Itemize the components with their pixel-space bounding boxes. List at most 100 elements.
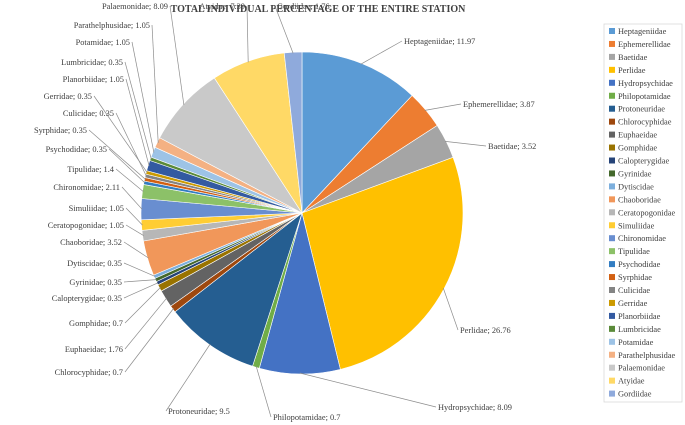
legend-label-tipulidae: Tipulidae <box>618 247 650 256</box>
leader-line-gyrinidae <box>123 279 157 283</box>
legend-swatch-atyidae <box>609 377 615 384</box>
data-label-gomphidae: Gomphidae; 0.7 <box>69 319 123 328</box>
legend-label-ceratopogonidae: Ceratopogonidae <box>618 208 675 217</box>
legend-swatch-chlorocyphidae <box>609 118 615 125</box>
legend-swatch-perlidae <box>609 66 615 73</box>
leader-line-culicidae <box>115 112 147 177</box>
leader-line-philopotamidae <box>255 366 272 418</box>
leader-line-ceratopogonidae <box>125 224 144 236</box>
legend-swatch-ephemerellidae <box>609 40 615 47</box>
legend-swatch-protoneuridae <box>609 105 615 112</box>
legend-swatch-parathelphusidae <box>609 351 615 358</box>
legend-swatch-potamidae <box>609 338 615 345</box>
legend-swatch-gyrinidae <box>609 170 615 177</box>
leader-line-atyidae <box>246 5 249 63</box>
data-label-tipulidae: Tipulidae; 1.4 <box>67 165 115 174</box>
legend-swatch-chironomidae <box>609 235 615 242</box>
data-label-protoneuridae: Protoneuridae; 9.5 <box>168 407 230 416</box>
leader-line-protoneuridae <box>165 343 211 412</box>
data-label-chironomidae: Chironomidae; 2.11 <box>53 183 120 192</box>
legend-label-psychodidae: Psychodidae <box>618 260 661 269</box>
chart-title: TOTAL INDIVIDUAL PERCENTAGE OF THE ENTIR… <box>171 4 466 15</box>
data-labels: Heptageniidae; 11.97 Ephemerellidae; 3.87… <box>34 2 536 422</box>
data-label-culicidae: Culicidae; 0.35 <box>63 109 114 118</box>
legend-label-planorbiidae: Planorbiidae <box>618 312 661 321</box>
legend-swatch-simuliidae <box>609 222 615 229</box>
leader-line-gerridae <box>93 95 148 173</box>
leader-line-ephemerellidae <box>424 103 462 111</box>
legend-label-hydropsychidae: Hydropsychidae <box>618 79 673 88</box>
leader-line-dytiscidae <box>123 262 156 277</box>
legend-label-philopotamidae: Philopotamidae <box>618 92 671 101</box>
leader-line-syrphidae <box>88 129 146 180</box>
pie-slices <box>140 51 464 375</box>
leader-line-gomphidae <box>124 287 161 324</box>
legend-swatch-gordiidae <box>609 390 615 397</box>
legend-label-parathelphusidae: Parathelphusidae <box>618 351 675 360</box>
leader-line-parathelphusidae <box>151 24 159 143</box>
legend-swatch-heptageniidae <box>609 28 615 34</box>
pie-slice-heptageniidae <box>301 51 413 214</box>
leader-line-baetidae <box>445 141 487 147</box>
legend-swatch-gerridae <box>609 299 615 306</box>
legend-label-simuliidae: Simuliidae <box>618 221 655 230</box>
leader-line-heptageniidae <box>360 40 403 65</box>
data-label-lumbricidae: Lumbricidae; 0.35 <box>61 58 123 67</box>
legend-label-perlidae: Perlidae <box>618 66 646 75</box>
data-label-baetidae: Baetidae; 3.52 <box>488 142 536 151</box>
legend-label-calopterygidae: Calopterygidae <box>618 157 669 166</box>
data-label-ephemerellidae: Ephemerellidae; 3.87 <box>463 100 535 109</box>
legend-swatch-culicidae <box>609 287 615 293</box>
legend-swatch-palaemonidae <box>609 364 615 371</box>
data-label-chaoboridae: Chaoboridae; 3.52 <box>60 238 122 247</box>
leader-line-tipulidae <box>115 168 144 192</box>
data-label-potamidae: Potamidae; 1.05 <box>76 38 130 47</box>
data-label-atyidae: Atyidae; 7.39 <box>199 2 245 11</box>
leader-line-euphaeidae <box>124 297 167 350</box>
legend-label-chlorocyphidae: Chlorocyphidae <box>618 118 672 127</box>
data-label-euphaeidae: Euphaeidae; 1.76 <box>65 345 123 354</box>
legend-swatch-ceratopogonidae <box>609 209 615 216</box>
leader-line-lumbricidae <box>124 61 152 160</box>
leader-line-simuliidae <box>125 207 143 226</box>
legend-label-syrphidae: Syrphidae <box>618 273 652 282</box>
legend-label-euphaeidae: Euphaeidae <box>618 131 657 140</box>
legend-swatch-chaoboridae <box>609 196 615 203</box>
legend-swatch-lumbricidae <box>609 325 615 332</box>
data-label-psychodidae: Psychodidae; 0.35 <box>46 145 107 154</box>
data-label-hydropsychidae: Hydropsychidae; 8.09 <box>438 403 512 412</box>
legend-swatch-tipulidae <box>609 248 615 255</box>
legend-swatch-philopotamidae <box>609 92 615 99</box>
legend-label-protoneuridae: Protoneuridae <box>618 105 665 114</box>
legend-swatch-gomphidae <box>609 144 615 151</box>
legend-label-atyidae: Atyidae <box>618 377 645 386</box>
legend-label-baetidae: Baetidae <box>618 53 648 62</box>
legend: Heptageniidae Ephemerellidae Baetidae Perli… <box>609 27 675 399</box>
legend-swatch-planorbiidae <box>609 312 615 319</box>
legend-label-chaoboridae: Chaoboridae <box>618 195 661 204</box>
data-label-parathelphusidae: Parathelphusidae; 1.05 <box>74 21 150 30</box>
leader-line-chaoboridae <box>123 241 149 259</box>
legend-swatch-euphaeidae <box>609 131 615 138</box>
legend-label-potamidae: Potamidae <box>618 338 654 347</box>
data-label-gyrinidae: Gyrinidae; 0.35 <box>69 278 122 287</box>
data-label-philopotamidae: Philopotamidae; 0.7 <box>273 413 340 422</box>
legend-swatch-calopterygidae <box>609 157 615 164</box>
leader-line-gordiidae <box>274 5 294 54</box>
pie-slice-perlidae <box>301 156 464 370</box>
legend-box <box>603 23 683 403</box>
legend-swatch-hydropsychidae <box>609 79 615 86</box>
data-label-calopterygidae: Calopterygidae; 0.35 <box>52 294 122 303</box>
legend-label-chironomidae: Chironomidae <box>618 234 666 243</box>
data-label-simuliidae: Simuliidae; 1.05 <box>69 204 124 213</box>
legend-label-dytiscidae: Dytiscidae <box>618 182 654 191</box>
data-label-perlidae: Perlidae; 26.76 <box>460 326 511 335</box>
leader-line-perlidae <box>442 287 459 331</box>
legend-label-gyrinidae: Gyrinidae <box>618 169 652 178</box>
leader-line-chironomidae <box>121 186 143 210</box>
legend-swatch-psychodidae <box>609 261 615 268</box>
legend-label-gomphidae: Gomphidae <box>618 144 657 153</box>
legend-label-gordiidae: Gordiidae <box>618 390 652 399</box>
leader-line-chlorocyphidae <box>124 308 174 373</box>
